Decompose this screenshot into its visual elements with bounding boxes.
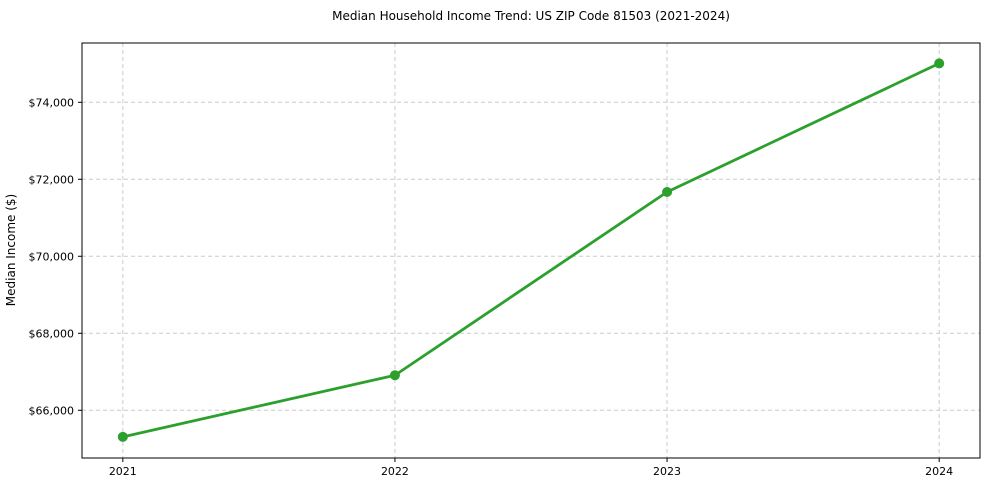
y-tick-label: $70,000 bbox=[29, 250, 75, 263]
data-point-marker bbox=[934, 58, 945, 69]
x-tick-label: 2024 bbox=[925, 465, 953, 478]
trend-line bbox=[121, 62, 941, 439]
y-tick-label: $72,000 bbox=[29, 173, 75, 186]
data-point-marker bbox=[117, 431, 128, 442]
income-series bbox=[117, 58, 945, 442]
tick-labels: $66,000 $68,000 $70,000 $72,000 $74,000 2021 2… bbox=[29, 96, 954, 478]
y-tick-label: $66,000 bbox=[29, 404, 75, 417]
gridlines bbox=[82, 43, 980, 458]
x-tick-label: 2023 bbox=[653, 465, 681, 478]
chart-title: Median Household Income Trend: US ZIP Co… bbox=[332, 9, 730, 23]
axis-ticks bbox=[78, 101, 940, 462]
data-point-marker bbox=[389, 370, 400, 381]
data-point-marker bbox=[662, 186, 673, 197]
y-tick-label: $74,000 bbox=[29, 96, 75, 109]
plot-border bbox=[81, 42, 981, 459]
x-tick-label: 2021 bbox=[109, 465, 137, 478]
y-axis-label: Median Income ($) bbox=[4, 194, 18, 306]
x-tick-label: 2022 bbox=[381, 465, 409, 478]
y-tick-label: $68,000 bbox=[29, 327, 75, 340]
